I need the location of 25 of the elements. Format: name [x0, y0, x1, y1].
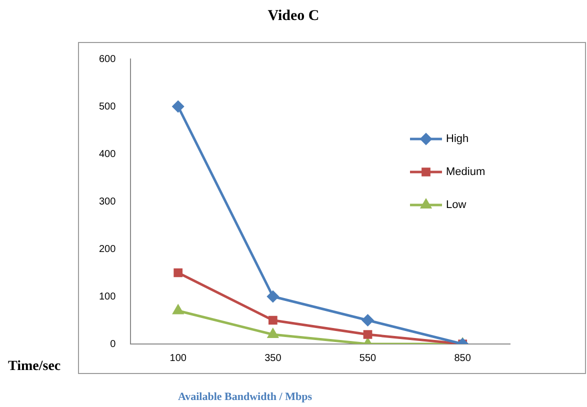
y-tick-label: 400: [98, 148, 116, 160]
y-tick-label: 500: [98, 101, 116, 112]
point: [268, 328, 278, 338]
x-tick-label: 100: [170, 352, 187, 364]
point: [172, 100, 184, 112]
point: [267, 290, 279, 302]
point: [172, 305, 184, 314]
x-axis-title: Available Bandwidth / Mbps: [177, 391, 313, 403]
point: [363, 330, 372, 339]
y-tick-label: 600: [98, 54, 116, 65]
legend-label: High: [446, 133, 469, 146]
point: [174, 268, 183, 278]
x-tick-label: 550: [359, 352, 377, 364]
y-tick-label: 0: [110, 338, 116, 350]
y-tick-label: 300: [98, 196, 116, 208]
x-tick-label: 350: [264, 352, 282, 364]
y-tick-label: 200: [98, 244, 116, 255]
x-tick-label: 850: [454, 352, 472, 364]
y-tick-label: 100: [98, 291, 116, 302]
legend-label: Medium: [446, 166, 486, 178]
point: [362, 314, 374, 326]
legend-label: Low: [446, 199, 466, 212]
y-axis-title: Time/sec: [8, 359, 61, 375]
point: [268, 316, 278, 325]
chart-title: Video C: [266, 8, 320, 25]
